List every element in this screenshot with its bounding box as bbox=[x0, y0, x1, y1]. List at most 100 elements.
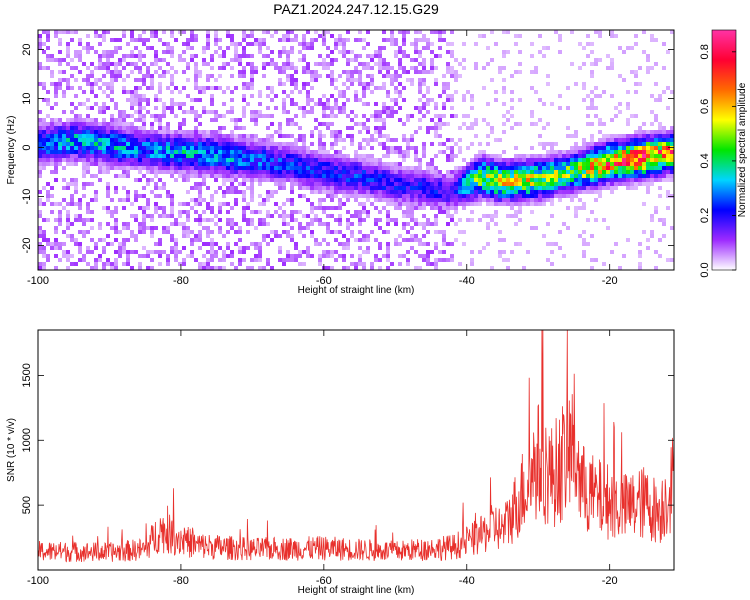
heatmap-cell bbox=[266, 150, 270, 154]
heatmap-cell bbox=[370, 174, 374, 178]
heatmap-cell bbox=[106, 222, 110, 226]
heatmap-cell bbox=[78, 86, 82, 90]
heatmap-cell bbox=[166, 46, 170, 50]
heatmap-cell bbox=[246, 146, 250, 150]
heatmap-cell bbox=[290, 166, 294, 170]
heatmap-cell bbox=[266, 170, 270, 174]
heatmap-cell bbox=[174, 246, 178, 250]
heatmap-cell bbox=[250, 266, 254, 270]
heatmap-cell bbox=[186, 218, 190, 222]
heatmap-cell bbox=[346, 134, 350, 138]
heatmap-cell bbox=[90, 118, 94, 122]
heatmap-cell bbox=[114, 206, 118, 210]
heatmap-cell bbox=[214, 190, 218, 194]
heatmap-cell bbox=[470, 162, 474, 166]
heatmap-cell bbox=[650, 66, 654, 70]
heatmap-cell bbox=[206, 226, 210, 230]
heatmap-cell bbox=[42, 230, 46, 234]
heatmap-cell bbox=[290, 150, 294, 154]
heatmap-cell bbox=[374, 114, 378, 118]
heatmap-cell bbox=[578, 158, 582, 162]
heatmap-cell bbox=[386, 74, 390, 78]
heatmap-cell bbox=[74, 158, 78, 162]
heatmap-cell bbox=[566, 150, 570, 154]
heatmap-cell bbox=[246, 134, 250, 138]
heatmap-cell bbox=[650, 94, 654, 98]
heatmap-cell bbox=[286, 258, 290, 262]
heatmap-cell bbox=[170, 106, 174, 110]
heatmap-cell bbox=[122, 226, 126, 230]
heatmap-cell bbox=[566, 166, 570, 170]
heatmap-cell bbox=[166, 122, 170, 126]
heatmap-cell bbox=[654, 178, 658, 182]
heatmap-cell bbox=[202, 174, 206, 178]
heatmap-cell bbox=[170, 46, 174, 50]
heatmap-cell bbox=[342, 106, 346, 110]
heatmap-cell bbox=[50, 106, 54, 110]
heatmap-cell bbox=[526, 162, 530, 166]
heatmap-cell bbox=[582, 174, 586, 178]
heatmap-cell bbox=[86, 98, 90, 102]
heatmap-cell bbox=[422, 114, 426, 118]
heatmap-cell bbox=[650, 142, 654, 146]
heatmap-cell bbox=[470, 122, 474, 126]
heatmap-cell bbox=[662, 178, 666, 182]
heatmap-cell bbox=[378, 86, 382, 90]
heatmap-cell bbox=[154, 54, 158, 58]
heatmap-cell bbox=[118, 118, 122, 122]
heatmap-cell bbox=[106, 242, 110, 246]
heatmap-cell bbox=[118, 70, 122, 74]
heatmap-cell bbox=[322, 250, 326, 254]
heatmap-cell bbox=[326, 150, 330, 154]
heatmap-cell bbox=[62, 130, 66, 134]
heatmap-cell bbox=[206, 30, 210, 34]
heatmap-cell bbox=[430, 222, 434, 226]
heatmap-cell bbox=[290, 202, 294, 206]
heatmap-cell bbox=[210, 110, 214, 114]
heatmap-cell bbox=[546, 198, 550, 202]
heatmap-cell bbox=[374, 254, 378, 258]
heatmap-cell bbox=[550, 158, 554, 162]
heatmap-cell bbox=[150, 126, 154, 130]
heatmap-cell bbox=[82, 46, 86, 50]
heatmap-cell bbox=[610, 178, 614, 182]
heatmap-cell bbox=[506, 174, 510, 178]
heatmap-cell bbox=[650, 130, 654, 134]
heatmap-cell bbox=[610, 162, 614, 166]
heatmap-cell bbox=[594, 94, 598, 98]
heatmap-cell bbox=[442, 242, 446, 246]
heatmap-cell bbox=[182, 202, 186, 206]
heatmap-cell bbox=[594, 182, 598, 186]
heatmap-cell bbox=[478, 178, 482, 182]
heatmap-cell bbox=[366, 30, 370, 34]
heatmap-cell bbox=[326, 206, 330, 210]
heatmap-cell bbox=[222, 190, 226, 194]
heatmap-cell bbox=[74, 162, 78, 166]
heatmap-cell bbox=[50, 54, 54, 58]
heatmap-cell bbox=[38, 250, 42, 254]
x-tick-label: -60 bbox=[316, 575, 332, 587]
heatmap-cell bbox=[386, 246, 390, 250]
heatmap-cell bbox=[122, 222, 126, 226]
heatmap-cell bbox=[430, 198, 434, 202]
heatmap-cell bbox=[530, 110, 534, 114]
heatmap-cell bbox=[54, 242, 58, 246]
heatmap-cell bbox=[186, 150, 190, 154]
heatmap-cell bbox=[434, 230, 438, 234]
heatmap-cell bbox=[494, 198, 498, 202]
heatmap-cell bbox=[666, 130, 670, 134]
heatmap-cell bbox=[166, 230, 170, 234]
heatmap-cell bbox=[230, 254, 234, 258]
heatmap-cell bbox=[178, 222, 182, 226]
heatmap-cell bbox=[582, 154, 586, 158]
heatmap-cell bbox=[202, 266, 206, 270]
heatmap-cell bbox=[414, 234, 418, 238]
heatmap-cell bbox=[478, 142, 482, 146]
heatmap-cell bbox=[630, 146, 634, 150]
heatmap-cell bbox=[438, 250, 442, 254]
heatmap-cell bbox=[462, 182, 466, 186]
heatmap-cell bbox=[546, 142, 550, 146]
heatmap-cell bbox=[94, 266, 98, 270]
heatmap-cell bbox=[130, 38, 134, 42]
heatmap-cell bbox=[326, 30, 330, 34]
